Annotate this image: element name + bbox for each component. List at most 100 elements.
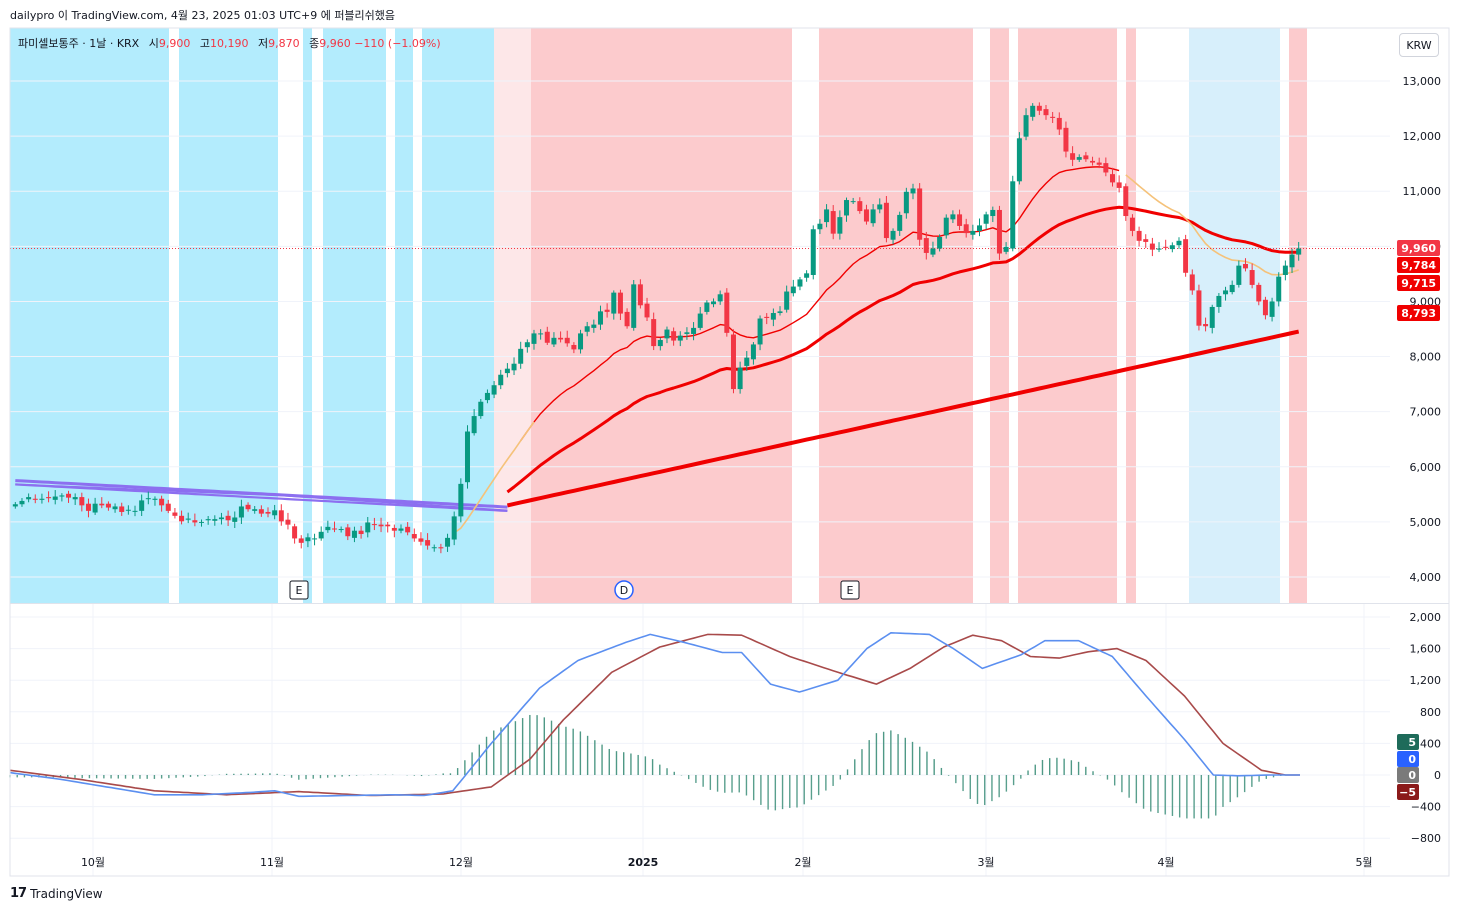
candlesticks xyxy=(12,102,1302,554)
candle xyxy=(604,303,610,318)
candle-body xyxy=(66,493,72,498)
candle xyxy=(863,204,869,225)
dividend-marker-label[interactable]: D xyxy=(620,584,628,597)
candle-body xyxy=(691,327,697,334)
macd-axis-ticks: −800 −400 0 400 800 1,200 1,600 2,000 xyxy=(1410,611,1442,845)
candle-body xyxy=(192,520,198,523)
candle-body xyxy=(232,517,238,522)
candle xyxy=(385,521,391,533)
candle xyxy=(637,279,643,309)
time-axis-tick: 11월 xyxy=(260,856,284,869)
candle xyxy=(39,493,45,504)
candle xyxy=(1136,226,1142,247)
price-marker: 9,715 xyxy=(1397,275,1440,291)
candle-body xyxy=(1276,276,1282,302)
candle-body xyxy=(105,503,111,508)
candle-body xyxy=(644,303,650,318)
price-marker: 9,784 xyxy=(1397,257,1440,273)
candle xyxy=(212,515,218,526)
candle xyxy=(52,490,58,505)
earnings-marker-box[interactable] xyxy=(840,580,860,600)
candle xyxy=(425,533,431,550)
candle-body xyxy=(478,401,484,417)
macd-marker-bg xyxy=(1397,784,1419,800)
candle-body xyxy=(1103,163,1109,173)
candle xyxy=(32,494,38,504)
event-marker[interactable]: E xyxy=(289,580,309,600)
candle-body xyxy=(19,500,25,505)
candle xyxy=(1129,214,1135,237)
candle xyxy=(1229,280,1235,295)
candle xyxy=(1023,108,1029,141)
candle xyxy=(737,361,743,394)
legend-low: 9,870 xyxy=(268,37,300,50)
dividend-marker-circle[interactable] xyxy=(614,580,634,600)
candle-body xyxy=(438,547,444,549)
price-marker-label: 9,784 xyxy=(1401,259,1436,272)
candle xyxy=(558,331,564,343)
event-marker[interactable]: D xyxy=(614,580,634,600)
candle xyxy=(192,513,198,527)
candle-body xyxy=(1296,248,1302,255)
price-axis-tick: 4,000 xyxy=(1410,571,1442,584)
candle-body xyxy=(671,331,677,341)
candle xyxy=(298,535,304,549)
candle xyxy=(524,339,530,353)
candle xyxy=(917,183,923,246)
candle xyxy=(1116,175,1122,193)
candle xyxy=(66,490,72,503)
candle-body xyxy=(1003,246,1009,252)
earnings-marker-label[interactable]: E xyxy=(296,584,303,597)
candle-body xyxy=(804,273,810,278)
candle-body xyxy=(371,524,377,526)
tradingview-brand[interactable]: TradingView xyxy=(30,886,103,901)
candle-body xyxy=(1030,105,1036,117)
candle xyxy=(1149,237,1155,257)
purple-ribbon-line xyxy=(15,483,508,512)
candle-body xyxy=(471,416,477,434)
macd-marker: 5 xyxy=(1397,734,1419,750)
candle xyxy=(1282,260,1288,281)
candle-body xyxy=(52,496,58,500)
candle xyxy=(351,526,357,543)
currency-button[interactable]: KRW xyxy=(1399,33,1439,57)
candle xyxy=(252,506,258,514)
candle xyxy=(790,279,796,297)
candle xyxy=(531,329,537,350)
macd-axis-tick: 800 xyxy=(1420,706,1441,719)
candle xyxy=(671,327,677,346)
event-marker[interactable]: E xyxy=(840,580,860,600)
candle xyxy=(691,322,697,341)
candle xyxy=(371,517,377,531)
candle xyxy=(910,183,916,200)
tradingview-logo-icon[interactable]: 𝟭𝟳 xyxy=(10,886,27,901)
candle-body xyxy=(1036,105,1042,111)
signal-line xyxy=(9,633,1300,797)
price-axis-tick: 7,000 xyxy=(1410,406,1442,419)
candle xyxy=(418,532,424,546)
candle xyxy=(411,528,417,542)
candle-body xyxy=(278,510,284,522)
candle xyxy=(1223,286,1229,301)
candle xyxy=(1289,248,1295,274)
macd-lines xyxy=(9,631,1300,798)
legend-close: 9,960 xyxy=(319,37,351,50)
candle xyxy=(358,525,364,539)
candle-body xyxy=(957,214,963,226)
candle xyxy=(903,187,909,219)
candle xyxy=(265,507,271,518)
candle-body xyxy=(1249,270,1255,285)
candle xyxy=(258,505,264,517)
candle xyxy=(1109,167,1115,187)
candle xyxy=(937,234,943,252)
earnings-marker-label[interactable]: E xyxy=(847,584,854,597)
candle-body xyxy=(1123,186,1129,217)
candle xyxy=(711,298,717,308)
candle-body xyxy=(604,309,610,312)
candle xyxy=(684,327,690,340)
candle-body xyxy=(92,503,98,513)
ema-200-line xyxy=(506,329,1300,508)
earnings-marker-box[interactable] xyxy=(289,580,309,600)
purple-ribbon-line xyxy=(15,483,508,512)
candle xyxy=(1016,132,1022,185)
